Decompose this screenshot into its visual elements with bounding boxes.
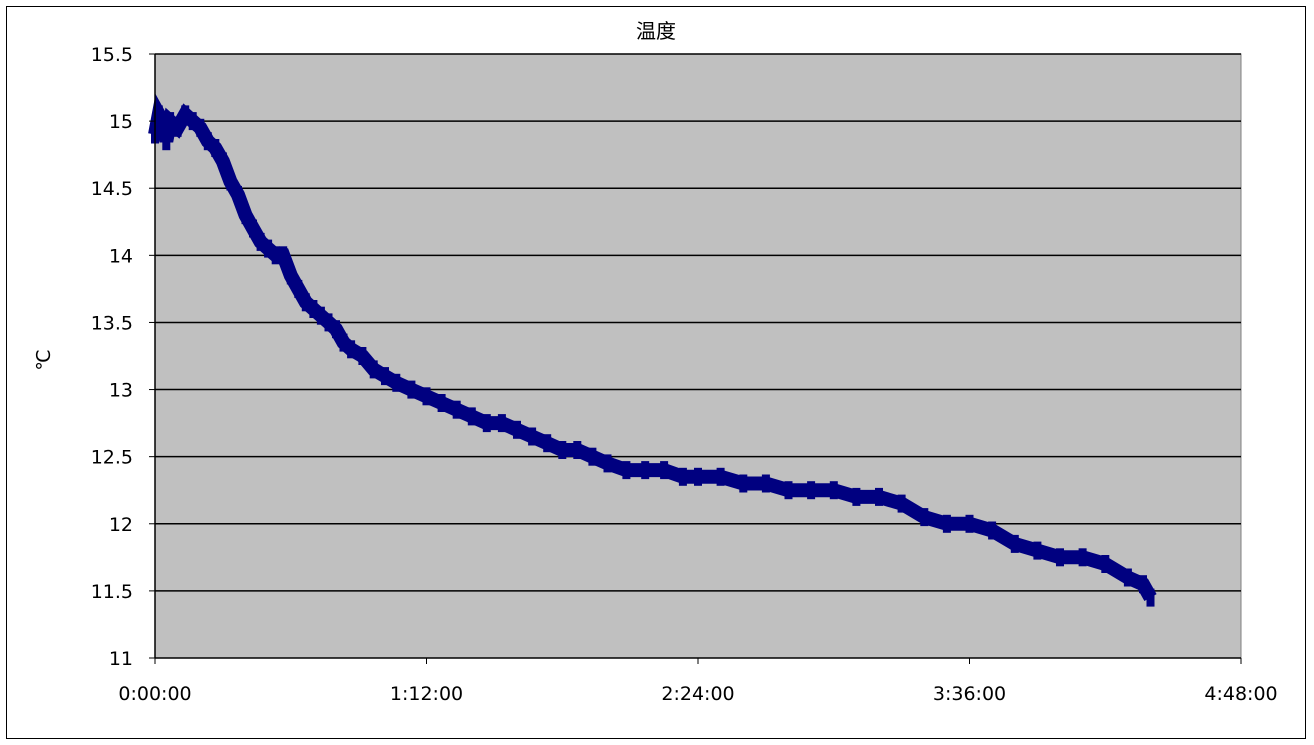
data-point — [1033, 541, 1042, 560]
data-point — [875, 487, 883, 506]
data-point — [452, 400, 461, 419]
data-point — [622, 461, 631, 480]
data-point — [603, 454, 612, 473]
data-point — [407, 380, 416, 399]
x-tick-label: 2:24:00 — [661, 683, 734, 705]
data-point — [301, 293, 310, 312]
data-point — [241, 206, 250, 225]
data-point — [173, 118, 182, 137]
data-point — [203, 132, 212, 151]
data-point — [1146, 588, 1155, 607]
data-point — [188, 112, 197, 131]
chart-svg: 温度 ℃ 11 11.5 12 12.5 13 13.5 14 14.5 15 15.5 0:00:… — [33, 19, 1278, 705]
y-tick-label: 15 — [109, 111, 133, 133]
y-tick-label: 11 — [109, 648, 133, 670]
data-point — [678, 467, 687, 486]
data-point — [279, 246, 288, 265]
y-axis-label: ℃ — [33, 349, 55, 370]
data-point — [347, 340, 356, 359]
data-point — [1078, 548, 1087, 567]
data-point — [369, 360, 378, 379]
data-point — [392, 373, 401, 392]
data-point — [482, 414, 491, 433]
x-tick-label: 4:48:00 — [1204, 683, 1277, 705]
data-point — [716, 467, 725, 486]
y-tick-label: 12.5 — [91, 447, 133, 469]
data-point — [1010, 534, 1019, 553]
data-point — [965, 514, 974, 533]
data-point — [166, 112, 175, 131]
data-point — [694, 467, 702, 486]
data-point — [339, 333, 348, 352]
data-point — [761, 474, 770, 493]
data-point — [942, 514, 951, 533]
axes — [149, 53, 1242, 664]
data-point — [264, 239, 273, 258]
data-point — [226, 172, 235, 191]
y-tick-label: 13.5 — [91, 312, 133, 334]
data-point — [497, 414, 506, 433]
y-tick-label: 14.5 — [91, 178, 133, 200]
data-point — [467, 407, 476, 426]
data-point — [256, 232, 265, 251]
tick-labels: 11 11.5 12 12.5 13 13.5 14 14.5 15 15.5 0:00:00 1:1… — [91, 44, 1278, 705]
data-point — [1123, 568, 1132, 587]
data-point — [437, 394, 446, 412]
data-point — [324, 313, 333, 332]
data-point — [739, 474, 748, 493]
data-point — [309, 300, 318, 318]
data-point — [358, 347, 367, 365]
data-point — [271, 246, 280, 265]
data-point — [852, 487, 861, 506]
data-point — [234, 185, 242, 204]
data-point — [641, 461, 650, 480]
data-point — [181, 105, 190, 124]
data-point — [1056, 548, 1064, 567]
data-point — [920, 508, 929, 527]
data-point — [528, 427, 537, 446]
y-tick-label: 13 — [109, 380, 133, 402]
data-point — [543, 434, 552, 453]
chart-title: 温度 — [636, 19, 676, 43]
data-point — [249, 219, 257, 238]
data-point — [558, 441, 567, 459]
y-tick-label: 11.5 — [91, 581, 133, 603]
data-point — [988, 521, 997, 540]
data-point — [422, 387, 431, 406]
data-point — [218, 152, 227, 171]
data-point — [381, 367, 389, 386]
data-point — [660, 461, 669, 480]
data-point — [1139, 575, 1147, 594]
x-tick-label: 3:36:00 — [933, 683, 1006, 705]
data-point — [162, 132, 171, 151]
data-point — [294, 279, 303, 298]
series-group — [148, 94, 1157, 607]
data-point — [807, 481, 816, 500]
x-tick-label: 0:00:00 — [118, 683, 191, 705]
data-point — [897, 494, 906, 513]
data-point — [196, 118, 205, 137]
plot-area — [154, 53, 1242, 659]
data-point — [588, 447, 597, 466]
y-tick-label: 12 — [109, 514, 133, 536]
data-point — [286, 266, 295, 285]
data-point — [784, 481, 793, 500]
data-point — [829, 481, 838, 500]
data-point — [316, 306, 325, 325]
data-point — [332, 320, 340, 339]
data-point — [513, 420, 521, 439]
y-tick-label: 15.5 — [91, 44, 133, 66]
y-tick-label: 14 — [109, 245, 133, 267]
x-tick-label: 1:12:00 — [390, 683, 463, 705]
data-point — [1101, 555, 1110, 573]
chart-frame: 温度 ℃ 11 11.5 12 12.5 13 13.5 14 14.5 15 15.5 0:00:… — [6, 6, 1306, 739]
data-point — [573, 441, 582, 459]
data-point — [158, 112, 167, 131]
data-point — [211, 139, 220, 157]
